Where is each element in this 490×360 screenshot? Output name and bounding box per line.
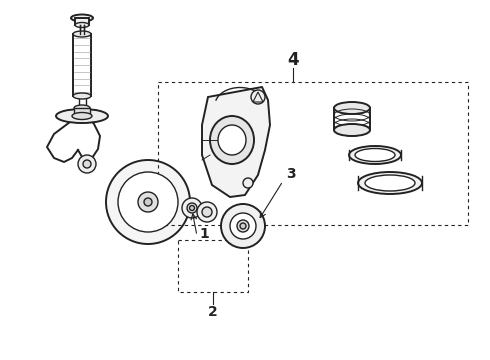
Text: 1: 1	[199, 227, 209, 241]
Circle shape	[251, 90, 265, 104]
Ellipse shape	[71, 14, 93, 22]
Circle shape	[144, 198, 152, 206]
Ellipse shape	[182, 198, 202, 218]
Ellipse shape	[56, 109, 108, 123]
Ellipse shape	[74, 105, 90, 111]
Text: 4: 4	[287, 51, 299, 69]
Ellipse shape	[221, 204, 265, 248]
Ellipse shape	[73, 31, 91, 37]
Circle shape	[243, 178, 253, 188]
Bar	[75, 18, 89, 25]
Ellipse shape	[202, 207, 212, 217]
Ellipse shape	[334, 124, 370, 136]
Ellipse shape	[218, 125, 246, 155]
Circle shape	[78, 155, 96, 173]
Ellipse shape	[74, 113, 90, 119]
Ellipse shape	[197, 202, 217, 222]
Circle shape	[240, 223, 246, 229]
Polygon shape	[202, 87, 270, 197]
Text: 2: 2	[208, 305, 218, 319]
Ellipse shape	[138, 192, 158, 212]
Ellipse shape	[334, 102, 370, 114]
Bar	[74, 108, 90, 116]
Ellipse shape	[358, 172, 422, 194]
Ellipse shape	[73, 93, 91, 99]
Ellipse shape	[106, 160, 190, 244]
Ellipse shape	[75, 23, 89, 27]
Text: 3: 3	[286, 167, 296, 181]
Ellipse shape	[72, 112, 92, 120]
Ellipse shape	[349, 146, 401, 164]
Ellipse shape	[237, 220, 249, 232]
Circle shape	[83, 160, 91, 168]
Ellipse shape	[230, 213, 256, 239]
Ellipse shape	[187, 203, 197, 213]
Ellipse shape	[210, 116, 254, 164]
Ellipse shape	[365, 175, 415, 191]
Ellipse shape	[355, 149, 395, 162]
Circle shape	[190, 206, 195, 211]
Ellipse shape	[118, 172, 178, 232]
